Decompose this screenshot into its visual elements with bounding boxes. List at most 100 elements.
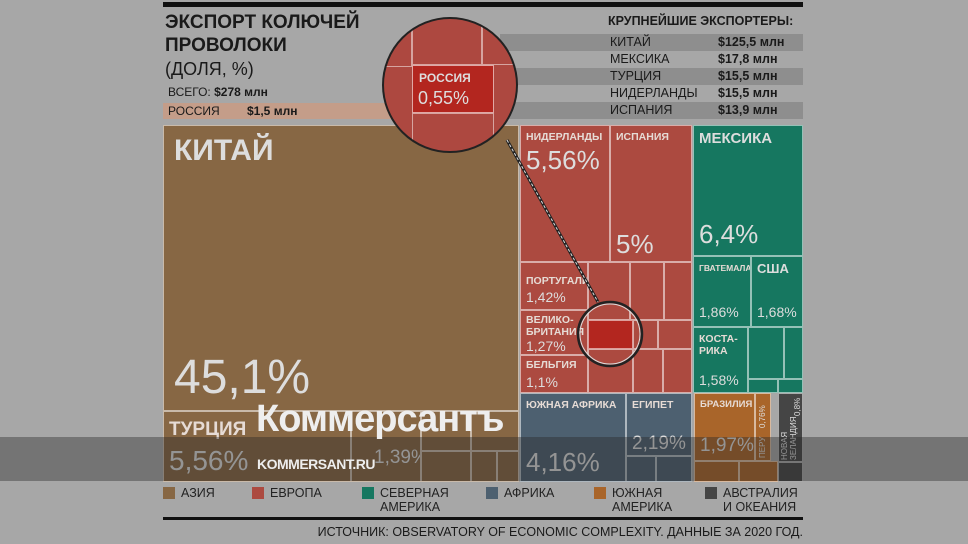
watermark-logo: Коммерсантъ	[256, 398, 504, 440]
exporter-country: ТУРЦИЯ	[610, 69, 662, 83]
treemap-cell-russia	[588, 320, 633, 349]
exporter-row: ТУРЦИЯ $15,5 млн	[500, 68, 803, 85]
cell-value: 45,1%	[174, 351, 311, 404]
treemap-cell-sa-small	[739, 461, 778, 482]
cell-value: 1,42%	[526, 289, 566, 305]
legend-item-north-america: СЕВЕРНАЯ АМЕРИКА	[362, 486, 462, 514]
legend-item-oceania: АВСТРАЛИЯ И ОКЕАНИЯ	[705, 486, 805, 514]
watermark-url[interactable]: KOMMERSANT.RU	[257, 456, 375, 472]
treemap-cell-asia-small	[497, 451, 519, 482]
exporter-value: $125,5 млн	[718, 35, 785, 49]
legend-label: ЕВРОПА	[270, 486, 322, 500]
treemap-cell-europe-small	[664, 262, 692, 320]
treemap-cell-europe-small	[658, 320, 692, 349]
cell-name: МЕКСИКА	[699, 130, 773, 147]
treemap-cell-guatemala: ГВАТЕМАЛА 1,86%	[693, 256, 751, 327]
cell-value: 1,68%	[757, 304, 797, 320]
exporter-value: $13,9 млн	[718, 103, 778, 117]
treemap-cell-belgium: БЕЛЬГИЯ 1,1%	[520, 355, 588, 393]
cell-value: 1,27%	[526, 338, 566, 354]
cell-name: ВЕЛИКО-БРИТАНИЯ	[526, 314, 585, 338]
cell-value: 1,39%	[374, 447, 420, 468]
cell-value: 6,4%	[699, 219, 759, 249]
treemap-cell-china: КИТАЙ 45,1%	[163, 125, 519, 411]
treemap-cell-africa-small	[656, 456, 692, 482]
cell-name: БЕЛЬГИЯ	[526, 359, 577, 371]
treemap-cell-africa-small	[626, 456, 656, 482]
treemap-cell-asia-small	[421, 451, 471, 482]
magnifier-circle: РОССИЯ 0,55%	[382, 17, 518, 153]
treemap-cell-europe-small	[588, 262, 630, 320]
legend-label: АВСТРАЛИЯ И ОКЕАНИЯ	[723, 486, 798, 514]
treemap-cell-mexico: МЕКСИКА 6,4%	[693, 125, 803, 256]
legend-swatch	[252, 487, 264, 499]
cell-name: КИТАЙ	[174, 134, 274, 167]
magnifier-value: 0,55%	[418, 88, 470, 108]
treemap-cell-na-small	[748, 327, 784, 379]
exporter-country: МЕКСИКА	[610, 52, 670, 66]
treemap-cell-south-africa: ЮЖНАЯ АФРИКА 4,16%	[520, 393, 626, 482]
cell-name: ЮЖНАЯ АФРИКА	[526, 399, 617, 411]
cell-value: 1,86%	[699, 304, 739, 320]
russia-value: $1,5 млн	[247, 104, 298, 118]
legend-swatch	[486, 487, 498, 499]
exporter-country: НИДЕРЛАНДЫ	[610, 86, 698, 100]
top-rule	[163, 2, 803, 7]
exporter-value: $15,5 млн	[718, 69, 778, 83]
exporter-row: МЕКСИКА $17,8 млн	[500, 51, 803, 68]
cell-value: 5,56%	[169, 445, 249, 476]
total: ВСЕГО: $278 млн	[168, 85, 268, 99]
treemap-cell-europe-small	[663, 349, 692, 393]
source-note: ИСТОЧНИК: OBSERVATORY OF ECONOMIC COMPLE…	[317, 525, 803, 539]
legend-item-europe: ЕВРОПА	[252, 486, 322, 500]
treemap-cell-sa-small	[694, 461, 739, 482]
treemap-cell-turkey: ТУРЦИЯ 5,56%	[163, 411, 351, 482]
legend-item-asia: АЗИЯ	[163, 486, 215, 500]
legend-label: ЮЖНАЯ АМЕРИКА	[612, 486, 673, 514]
legend-label: АФРИКА	[504, 486, 555, 500]
legend-swatch	[163, 487, 175, 499]
cell-name: НИДЕРЛАНДЫ	[526, 131, 603, 143]
legend-swatch	[362, 487, 374, 499]
exporter-value: $17,8 млн	[718, 52, 778, 66]
treemap-cell-na-small	[778, 379, 803, 393]
treemap-cell-egypt: ЕГИПЕТ 2,19%	[626, 393, 692, 456]
treemap-cell-asia-small	[471, 451, 497, 482]
treemap-cell-oceania-small	[778, 462, 803, 482]
russia-label: РОССИЯ	[168, 104, 220, 118]
total-label: ВСЕГО:	[168, 85, 211, 99]
cell-name: БРАЗИЛИЯ	[700, 399, 753, 410]
treemap-cell-europe-small	[633, 349, 663, 393]
legend-swatch	[705, 487, 717, 499]
exporter-value: $15,5 млн	[718, 86, 778, 100]
cell-name: США	[757, 261, 789, 276]
exporter-row: НИДЕРЛАНДЫ $15,5 млн	[500, 85, 803, 102]
treemap: КИТАЙ 45,1% ТУРЦИЯ 5,56% 1,39% НИДЕРЛАНД…	[163, 125, 803, 482]
top-exporters-title: КРУПНЕЙШИЕ ЭКСПОРТЕРЫ:	[608, 14, 794, 28]
treemap-cell-na-small	[784, 327, 803, 379]
cell-value: 5%	[616, 229, 654, 259]
treemap-cell-uk: ВЕЛИКО-БРИТАНИЯ 1,27%	[520, 310, 588, 355]
cell-name: ГВАТЕМАЛА	[699, 263, 751, 273]
cell-name: ТУРЦИЯ	[169, 419, 247, 440]
cell-value: 2,19%	[632, 433, 686, 454]
treemap-cell-europe-small	[588, 349, 633, 393]
treemap-cell-costa-rica: КОСТА-РИКА 1,58%	[693, 327, 748, 393]
treemap-cell-usa: США 1,68%	[751, 256, 803, 327]
cell-value: 1,58%	[699, 372, 739, 388]
treemap-cell-new-zealand: НОВАЯ ЗЕЛАНДИЯ 0,8%	[778, 393, 803, 462]
exporter-row: КИТАЙ $125,5 млн	[500, 34, 803, 51]
treemap-cell-spain: ИСПАНИЯ 5%	[610, 125, 692, 262]
cell-name: ПОРТУГАЛИЯ	[526, 275, 587, 287]
chart-subtitle: (ДОЛЯ, %)	[165, 59, 254, 79]
treemap-cell-asia-small	[471, 411, 519, 451]
treemap-cell-asia-small	[421, 411, 471, 451]
watermark-band	[0, 437, 968, 481]
legend-label: АЗИЯ	[181, 486, 215, 500]
legend-swatch	[594, 487, 606, 499]
cell-value: 4,16%	[526, 447, 600, 477]
russia-bar: РОССИЯ $1,5 млн	[163, 103, 391, 119]
cell-value: 5,56%	[526, 145, 600, 175]
cell-name: ЕГИПЕТ	[632, 399, 674, 411]
